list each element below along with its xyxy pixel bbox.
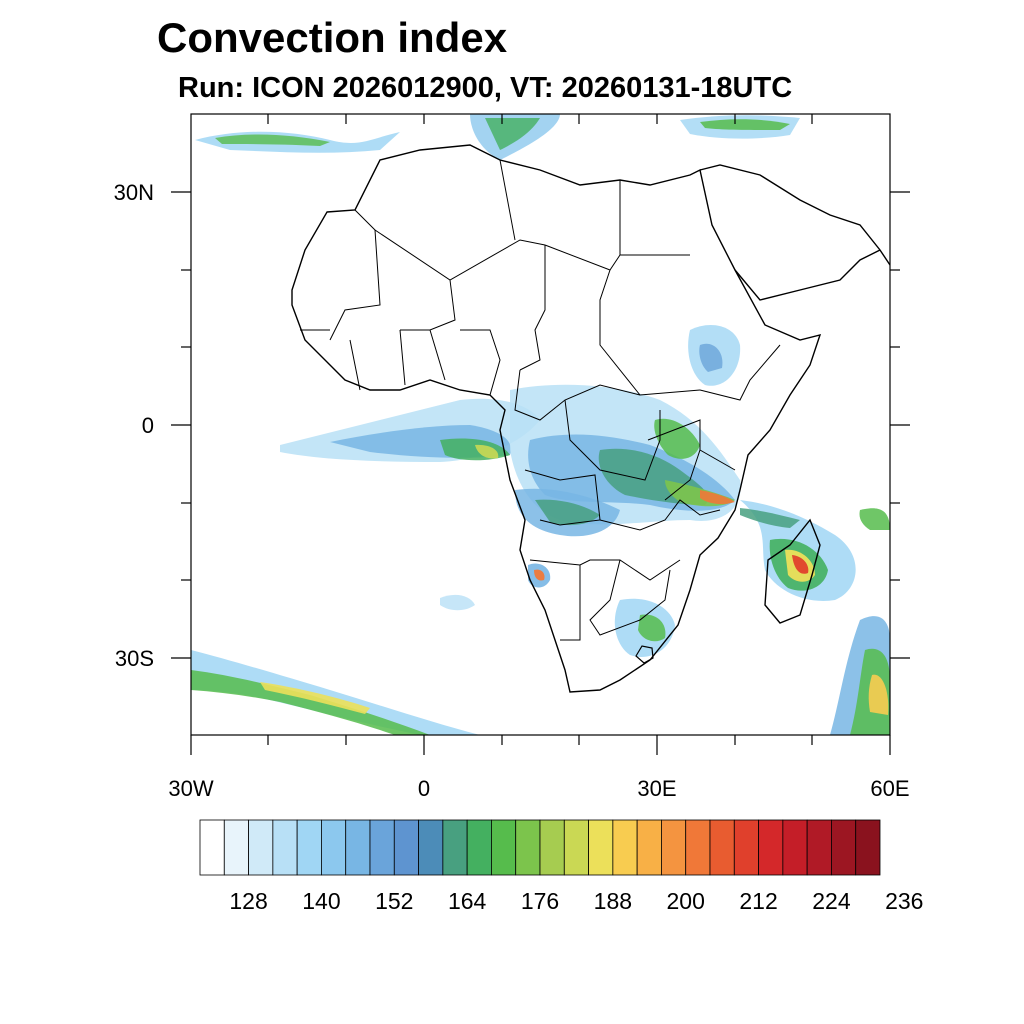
colorbar-swatch — [369, 819, 395, 876]
colorbar-swatch — [418, 819, 444, 876]
colorbar-swatch — [563, 819, 589, 876]
colorbar-label: 188 — [593, 888, 633, 914]
colorbar-swatch — [733, 819, 759, 876]
colorbar-swatch — [345, 819, 371, 876]
africa-coastline — [291, 144, 890, 693]
colorbar-label: 212 — [739, 888, 778, 914]
country-borders — [300, 159, 781, 641]
colorbar-swatch — [612, 819, 638, 876]
colorbar-swatch — [199, 819, 225, 876]
colorbar-swatch — [466, 819, 492, 876]
colorbar-label: 224 — [812, 888, 851, 914]
colorbar-label: 200 — [666, 888, 705, 914]
axis-ticks — [171, 114, 910, 755]
lon-label-30e: 30E — [637, 776, 677, 801]
colorbar-label: 128 — [229, 888, 268, 914]
colorbar-label: 236 — [885, 888, 924, 914]
colorbar-swatch — [223, 819, 249, 876]
lat-label-30n: 30N — [113, 180, 154, 205]
colorbar-swatch — [661, 819, 687, 876]
colorbar-swatch — [539, 819, 565, 876]
colorbar-swatch — [321, 819, 347, 876]
colorbar-swatch — [685, 819, 711, 876]
colorbar-swatch — [515, 819, 541, 876]
colorbar-swatch — [442, 819, 468, 876]
colorbar-swatch — [709, 819, 735, 876]
chart-subtitle: Run: ICON 2026012900, VT: 20260131-18UTC — [178, 72, 793, 104]
lat-label-0: 0 — [141, 413, 154, 438]
colorbar — [199, 819, 881, 876]
lesotho-border — [635, 645, 654, 664]
colorbar-swatch — [806, 819, 832, 876]
colorbar-swatch — [855, 819, 881, 876]
colorbar-swatch — [393, 819, 419, 876]
colorbar-label: 152 — [375, 888, 414, 914]
colorbar-swatch — [248, 819, 274, 876]
colorbar-swatch — [831, 819, 857, 876]
colorbar-swatch — [272, 819, 298, 876]
colorbar-swatch — [758, 819, 784, 876]
convection-field — [191, 114, 890, 735]
colorbar-label: 140 — [302, 888, 341, 914]
colorbar-swatch — [588, 819, 614, 876]
colorbar-label: 176 — [520, 888, 560, 914]
lon-label-30w: 30W — [168, 776, 214, 801]
lat-label-30s: 30S — [114, 646, 154, 671]
lon-label-60e: 60E — [870, 776, 910, 801]
colorbar-swatch — [296, 819, 322, 876]
chart-title: Convection index — [157, 14, 508, 61]
colorbar-swatch — [782, 819, 808, 876]
lon-label-0: 0 — [417, 776, 431, 801]
colorbar-label: 164 — [447, 888, 487, 914]
colorbar-swatch — [491, 819, 517, 876]
colorbar-swatch — [636, 819, 662, 876]
